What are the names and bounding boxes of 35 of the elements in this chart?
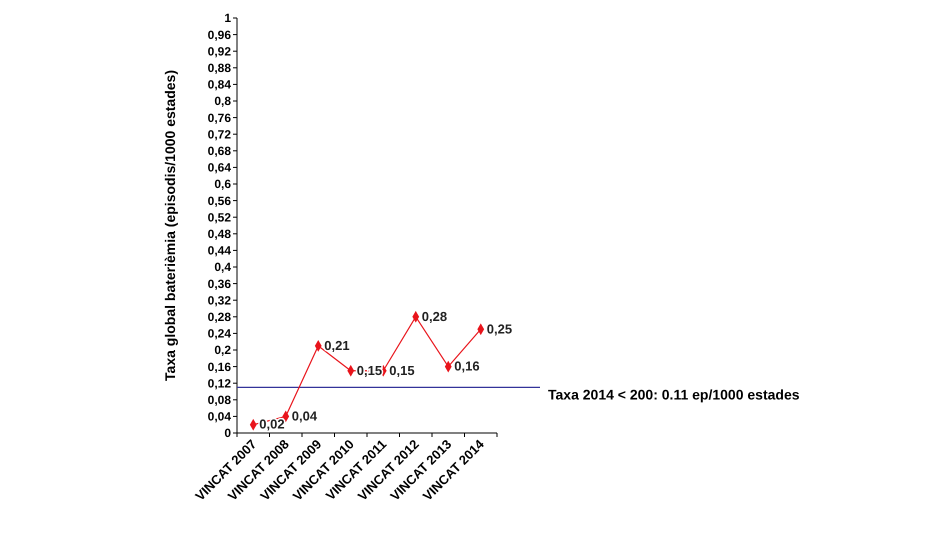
y-tick-label: 0,68 (208, 144, 232, 158)
y-tick-label: 0,44 (208, 244, 232, 258)
y-tick-label: 0,8 (214, 94, 232, 108)
y-tick-label: 0,64 (208, 160, 232, 175)
y-tick-label: 0,2 (214, 343, 232, 358)
y-axis-title: Taxa global baterièmia (episodis/1000 estades) (162, 70, 178, 381)
y-tick-label: 0,84 (208, 78, 232, 92)
y-tick-label: 0,72 (208, 127, 232, 142)
y-tick-label: 0,56 (208, 194, 232, 208)
data-label: 0,04 (292, 408, 318, 424)
y-tick-label: 0,76 (208, 110, 232, 125)
y-tick-label: 0,36 (208, 276, 232, 291)
y-tick-label: 0,96 (208, 28, 232, 42)
y-tick-label: 0,6 (214, 177, 232, 192)
data-label: 0,25 (486, 321, 512, 336)
y-tick-label: 0,08 (208, 393, 232, 407)
y-tick-label: 0,32 (208, 293, 232, 308)
y-tick-label: 0,88 (208, 61, 232, 75)
data-label: 0,28 (422, 308, 448, 324)
y-tick-label: 0,28 (208, 310, 232, 324)
y-tick-label: 0,48 (208, 227, 232, 241)
y-tick-label: 0,92 (208, 44, 232, 58)
data-label: 0,15 (389, 362, 415, 378)
y-tick-label: 1 (224, 11, 232, 26)
y-tick-label: 0,12 (208, 376, 232, 390)
data-label: 0,16 (454, 358, 480, 374)
y-tick-label: 0 (224, 426, 232, 440)
y-tick-label: 0,24 (208, 326, 232, 341)
ref-line-label: Taxa 2014 < 200: 0.11 ep/1000 estades (548, 386, 800, 402)
y-tick-label: 0,52 (208, 210, 232, 224)
data-label: 0,21 (324, 338, 350, 353)
y-tick-label: 0,4 (214, 260, 232, 274)
y-tick-label: 0,04 (208, 410, 232, 424)
data-label: 0,02 (259, 416, 285, 432)
y-tick-label: 0,16 (208, 360, 232, 374)
